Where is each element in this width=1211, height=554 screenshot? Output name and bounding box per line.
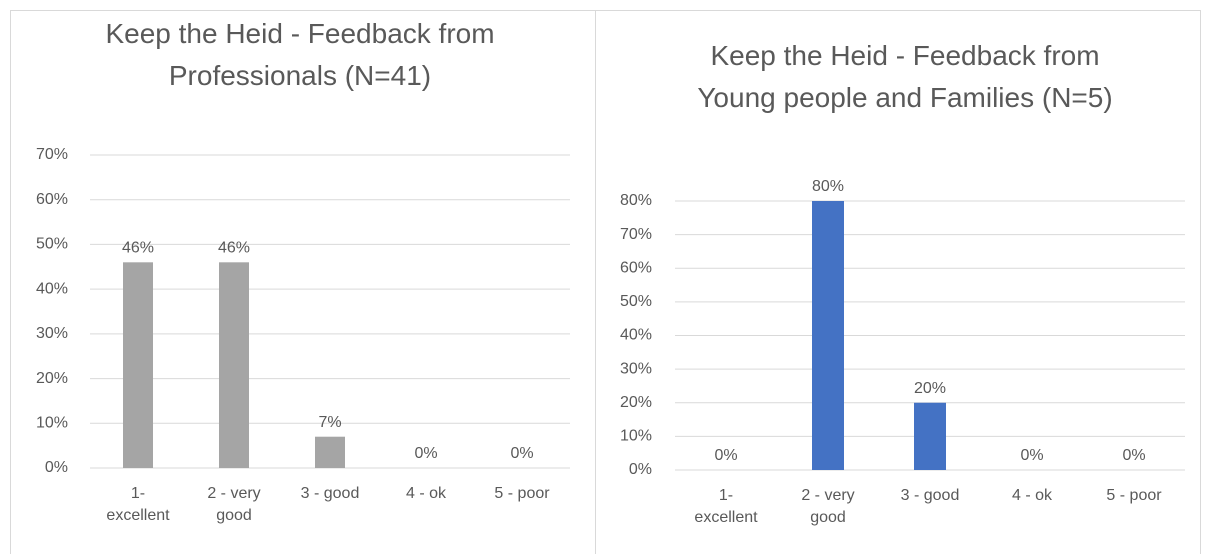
chart-frame	[595, 10, 1201, 554]
chart-title: Keep the Heid - Feedback from Young peop…	[697, 40, 1113, 113]
data-label: 20%	[914, 380, 946, 397]
data-label: 80%	[812, 178, 844, 195]
data-label: 0%	[1020, 447, 1043, 464]
data-label: 0%	[714, 447, 737, 464]
y-tick-label: 80%	[620, 192, 652, 209]
x-tick-label: 2 - very good	[207, 485, 261, 524]
y-tick-label: 30%	[620, 360, 652, 377]
y-tick-label: 20%	[36, 370, 68, 387]
x-tick-label: 3 - good	[300, 485, 360, 502]
y-tick-label: 70%	[620, 226, 652, 243]
y-tick-label: 20%	[620, 394, 652, 411]
x-tick-label: 2 - very good	[801, 487, 855, 526]
x-tick-label: 1- excellent	[694, 487, 758, 526]
chart-title: Keep the Heid - Feedback from Profession…	[105, 18, 495, 91]
x-tick-label: 4 - ok	[405, 485, 446, 502]
data-label: 46%	[218, 240, 250, 257]
y-tick-label: 50%	[36, 236, 68, 253]
y-tick-label: 60%	[620, 259, 652, 276]
bar	[123, 262, 153, 468]
y-tick-label: 40%	[620, 327, 652, 344]
x-tick-label: 5 - poor	[1106, 487, 1162, 504]
data-label: 0%	[414, 445, 437, 462]
data-label: 46%	[122, 240, 154, 257]
bar	[914, 402, 946, 470]
y-tick-label: 50%	[620, 293, 652, 310]
y-tick-label: 10%	[620, 428, 652, 445]
data-label: 7%	[318, 414, 341, 431]
y-tick-label: 0%	[45, 459, 68, 476]
y-tick-label: 70%	[36, 146, 68, 163]
data-label: 0%	[510, 445, 533, 462]
bar	[219, 262, 249, 468]
bar	[812, 201, 844, 470]
y-tick-label: 60%	[36, 191, 68, 208]
x-tick-label: 4 - ok	[1011, 487, 1052, 504]
x-tick-label: 3 - good	[900, 487, 960, 504]
x-tick-label: 5 - poor	[494, 485, 550, 502]
data-label: 0%	[1122, 447, 1145, 464]
y-tick-label: 0%	[629, 461, 652, 478]
y-tick-label: 40%	[36, 280, 68, 297]
y-tick-label: 10%	[36, 415, 68, 432]
y-tick-label: 30%	[36, 325, 68, 342]
bar	[315, 436, 345, 468]
x-tick-label: 1- excellent	[106, 485, 170, 524]
